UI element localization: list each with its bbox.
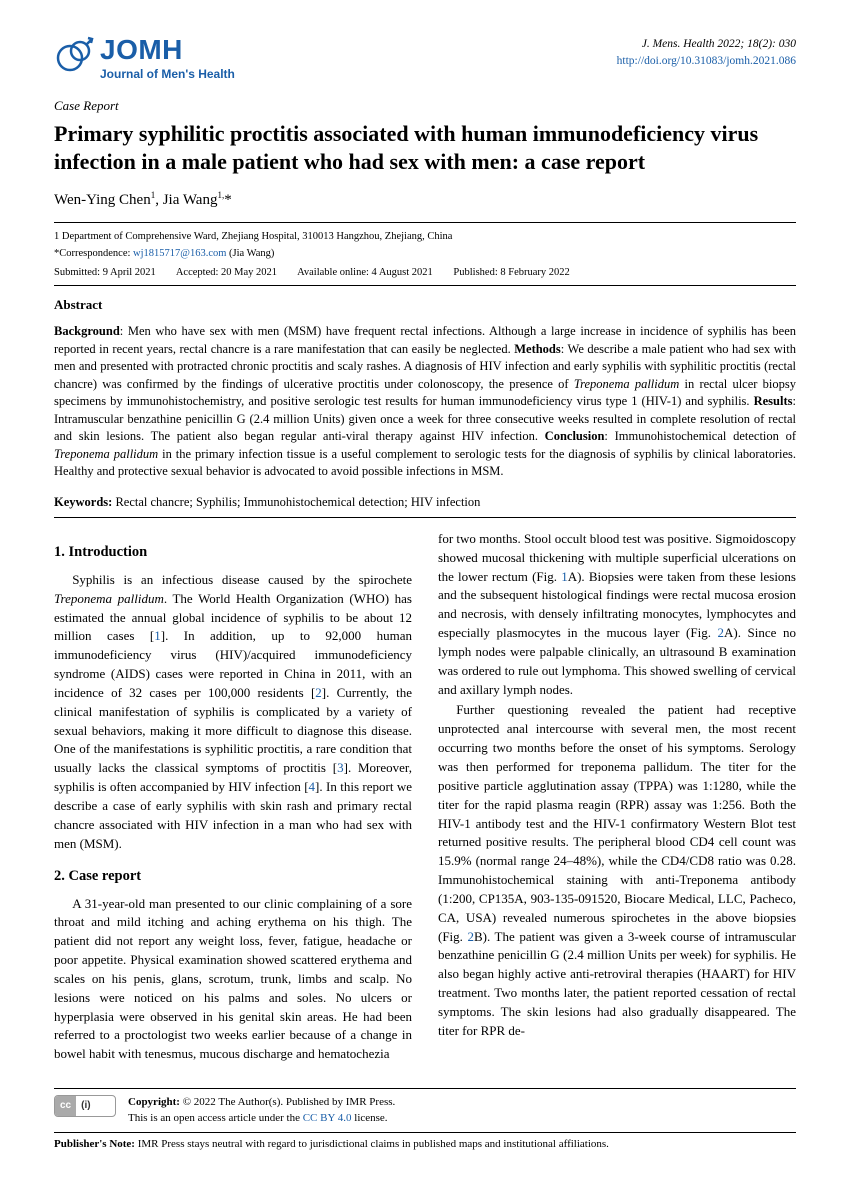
affiliation-block: 1 Department of Comprehensive Ward, Zhej…: [54, 222, 796, 281]
body-columns: 1. Introduction Syphilis is an infectiou…: [54, 530, 796, 1066]
date-online: Available online: 4 August 2021: [297, 267, 433, 278]
section-heading-case: 2. Case report: [54, 866, 412, 887]
case-paragraph-2: Further questioning revealed the patient…: [438, 701, 796, 1040]
author-list: Wen-Ying Chen1, Jia Wang1,*: [54, 189, 796, 212]
affiliation: 1 Department of Comprehensive Ward, Zhej…: [54, 229, 796, 246]
doi-link[interactable]: http://doi.org/10.31083/jomh.2021.086: [617, 53, 796, 70]
publisher-note: Publisher's Note: IMR Press stays neutra…: [54, 1137, 796, 1153]
correspondence: *Correspondence: wj1815717@163.com (Jia …: [54, 246, 796, 263]
journal-logo: JOMH Journal of Men's Health: [54, 36, 235, 83]
correspondence-email[interactable]: wj1815717@163.com: [133, 248, 226, 259]
date-submitted: Submitted: 9 April 2021: [54, 267, 156, 278]
copyright-footer: cc (i) Copyright: © 2022 The Author(s). …: [54, 1088, 796, 1133]
date-published: Published: 8 February 2022: [453, 267, 569, 278]
column-right: for two months. Stool occult blood test …: [438, 530, 796, 1066]
section-heading-intro: 1. Introduction: [54, 542, 412, 563]
journal-abbr: JOMH: [100, 36, 235, 64]
column-left: 1. Introduction Syphilis is an infectiou…: [54, 530, 412, 1066]
abstract-heading: Abstract: [54, 296, 796, 315]
article-type: Case Report: [54, 97, 796, 116]
cc-by-icon: cc (i): [54, 1095, 116, 1117]
citation-line: J. Mens. Health 2022; 18(2): 030: [617, 36, 796, 53]
header-row: JOMH Journal of Men's Health J. Mens. He…: [54, 36, 796, 83]
rule: [54, 517, 796, 518]
rule: [54, 285, 796, 286]
publication-dates: Submitted: 9 April 2021 Accepted: 20 May…: [54, 265, 796, 282]
keywords: Keywords: Rectal chancre; Syphilis; Immu…: [54, 493, 796, 511]
journal-name: Journal of Men's Health: [100, 66, 235, 83]
keywords-label: Keywords:: [54, 495, 112, 509]
journal-logo-icon: [54, 36, 94, 76]
case-paragraph-cont: for two months. Stool occult blood test …: [438, 530, 796, 700]
copyright-text: Copyright: © 2022 The Author(s). Publish…: [128, 1095, 395, 1126]
citation-block: J. Mens. Health 2022; 18(2): 030 http://…: [617, 36, 796, 69]
abstract-body: Background: Men who have sex with men (M…: [54, 323, 796, 481]
date-accepted: Accepted: 20 May 2021: [176, 267, 277, 278]
case-paragraph-1: A 31-year-old man presented to our clini…: [54, 895, 412, 1065]
article-title: Primary syphilitic proctitis associated …: [54, 120, 796, 175]
intro-paragraph: Syphilis is an infectious disease caused…: [54, 571, 412, 854]
